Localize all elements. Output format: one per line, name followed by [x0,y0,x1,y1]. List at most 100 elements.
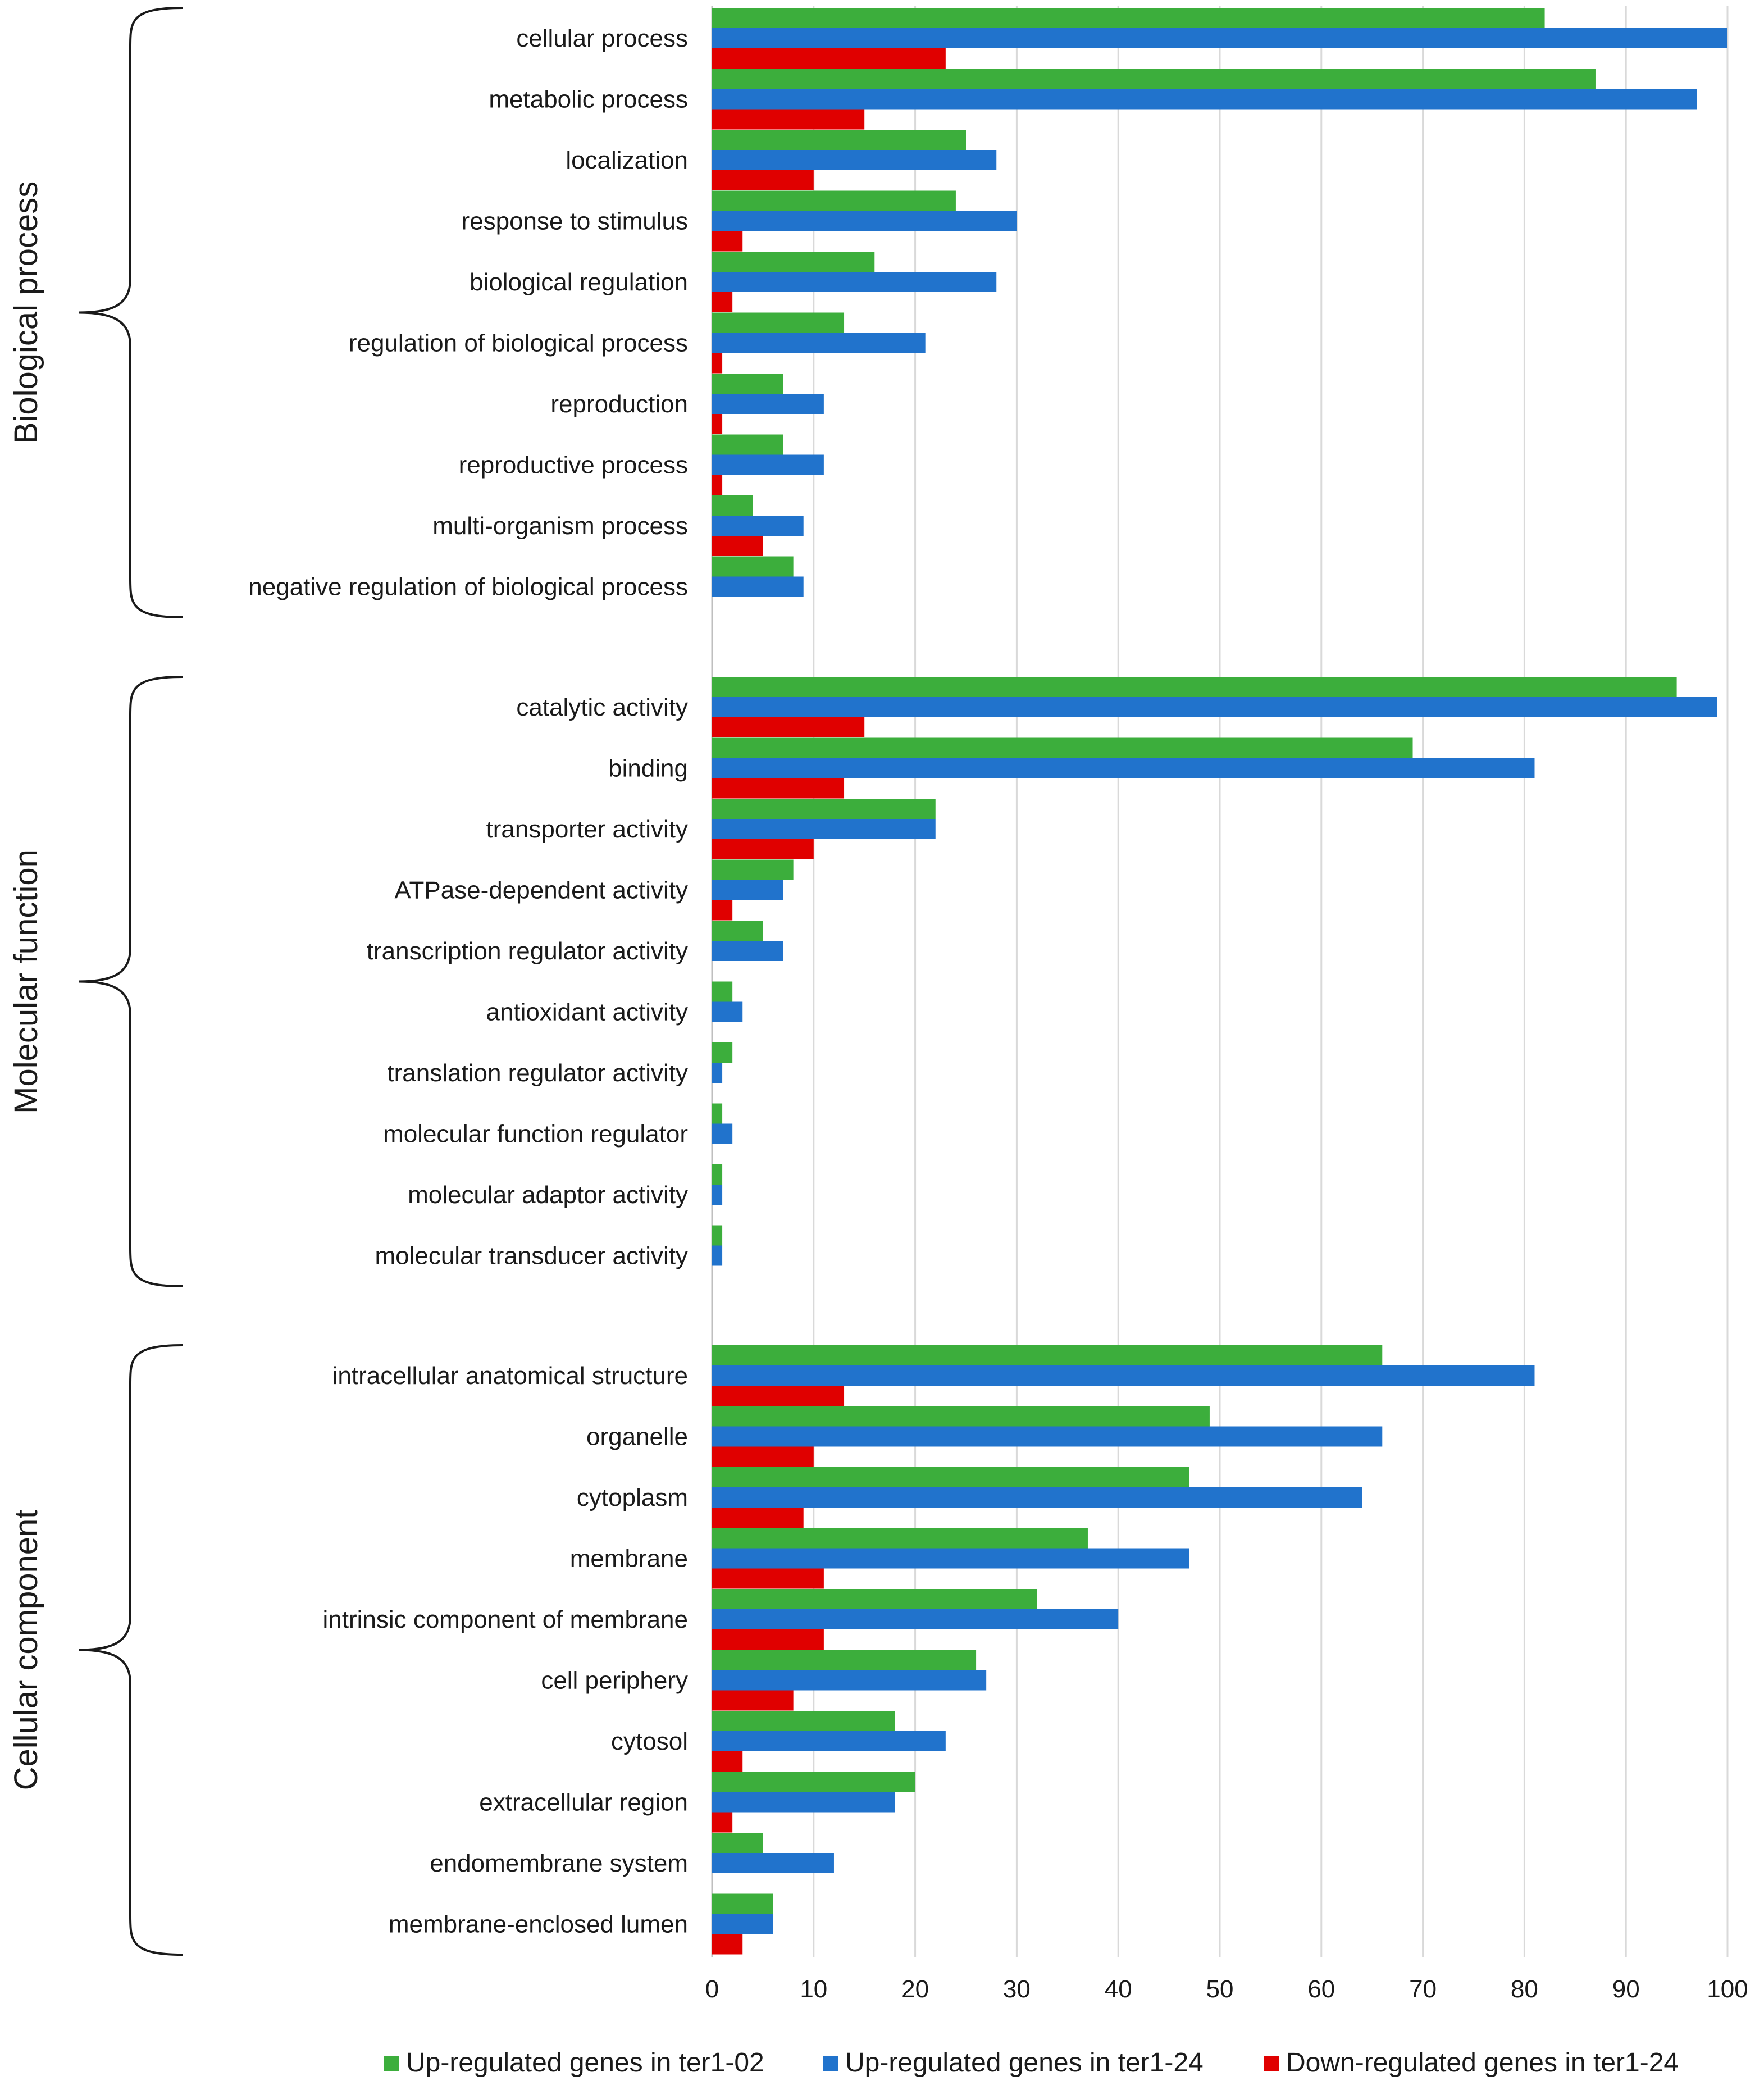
bar-2-2-s2 [712,1508,804,1528]
category-label-1-3: ATPase-dependent activity [394,877,688,904]
bar-1-9-s1 [712,1245,723,1266]
bar-2-3-s2 [712,1568,824,1589]
bar-0-1-s2 [712,109,865,130]
bar-0-8-s2 [712,536,763,556]
bar-2-4-s2 [712,1629,824,1650]
bar-0-9-s0 [712,556,794,577]
bar-2-6-s2 [712,1751,743,1772]
x-tick-label-60: 60 [1307,1975,1335,2003]
category-labels: cellular process metabolic process localiz… [248,25,688,1938]
bar-1-6-s1 [712,1063,723,1083]
bar-1-9-s0 [712,1225,723,1246]
bar-2-6-s0 [712,1711,895,1731]
category-label-0-8: multi-organism process [432,512,688,540]
bar-2-1-s2 [712,1446,814,1467]
category-label-0-1: metabolic process [489,86,688,113]
bar-0-1-s1 [712,89,1697,110]
x-tick-label-70: 70 [1409,1975,1437,2003]
bar-2-3-s1 [712,1548,1189,1569]
bar-2-8-s0 [712,1833,763,1853]
bar-1-5-s1 [712,1001,743,1022]
bar-1-4-s0 [712,921,763,941]
bar-0-5-s1 [712,333,926,353]
category-label-2-5: cell periphery [541,1667,688,1695]
bar-0-0-s1 [712,28,1727,48]
bar-1-3-s1 [712,880,783,900]
legend-label-0: Up-regulated genes in ter1-02 [406,2048,764,2078]
bar-0-4-s1 [712,272,997,292]
bar-1-2-s1 [712,819,936,839]
legend: Up-regulated genes in ter1-02 Up-regulate… [384,2048,1679,2078]
bar-0-0-s0 [712,8,1545,28]
bar-0-7-s2 [712,475,723,495]
category-label-0-6: reproduction [550,390,688,418]
bar-0-8-s0 [712,495,753,516]
category-label-1-2: transporter activity [486,816,688,843]
bar-0-7-s1 [712,454,824,475]
bar-0-2-s0 [712,130,966,150]
x-axis-ticks: 0 10 20 30 40 50 60 70 80 90 100 [705,1975,1748,2003]
category-label-0-0: cellular process [516,25,688,52]
category-label-2-0: intracellular anatomical structure [332,1362,688,1390]
bar-2-2-s1 [712,1487,1362,1508]
bar-0-9-s1 [712,576,804,597]
bar-0-2-s1 [712,150,997,170]
bar-0-3-s2 [712,231,743,252]
bar-1-8-s1 [712,1185,723,1205]
bar-1-3-s0 [712,859,794,880]
bar-0-6-s0 [712,374,783,394]
bar-0-5-s0 [712,312,845,333]
bar-1-7-s1 [712,1123,733,1144]
group-bracket-0 [78,7,183,618]
bar-2-7-s0 [712,1772,915,1792]
category-label-2-6: cytosol [611,1728,688,1755]
bar-2-7-s1 [712,1792,895,1813]
bar-2-9-s0 [712,1893,773,1914]
bar-1-0-s0 [712,677,1677,697]
bar-2-5-s2 [712,1690,794,1711]
bar-0-4-s2 [712,292,733,312]
bar-1-7-s0 [712,1103,723,1124]
category-label-1-5: antioxidant activity [486,999,688,1026]
x-tick-label-0: 0 [705,1975,719,2003]
group-brackets: Biological process Molecular function Cell… [8,7,183,1956]
bar-1-8-s0 [712,1164,723,1185]
bar-2-6-s1 [712,1731,946,1751]
x-tick-label-10: 10 [800,1975,827,2003]
bar-2-4-s1 [712,1609,1119,1629]
bar-0-3-s0 [712,190,956,211]
x-tick-label-80: 80 [1511,1975,1538,2003]
bar-0-1-s0 [712,69,1596,89]
category-label-2-9: membrane-enclosed lumen [389,1911,688,1938]
group-label-2: Cellular component [8,1510,44,1791]
category-label-1-4: transcription regulator activity [367,937,688,965]
group-bracket-2 [78,1344,183,1956]
bar-2-3-s0 [712,1528,1088,1549]
bar-1-1-s1 [712,758,1535,778]
bar-1-0-s1 [712,697,1717,717]
category-label-1-8: molecular adaptor activity [408,1181,688,1209]
category-label-0-3: response to stimulus [461,208,688,235]
bar-0-7-s0 [712,434,783,455]
category-label-0-2: localization [566,147,688,174]
category-label-0-7: reproductive process [459,452,688,479]
bar-0-8-s1 [712,516,804,536]
category-label-2-7: extracellular region [479,1789,688,1816]
legend-swatch-2 [1264,2056,1279,2071]
x-tick-label-90: 90 [1612,1975,1640,2003]
x-tick-label-30: 30 [1003,1975,1031,2003]
bar-1-6-s0 [712,1042,733,1063]
category-label-2-3: membrane [570,1545,688,1573]
legend-swatch-0 [384,2056,399,2071]
category-label-1-9: molecular transducer activity [375,1242,688,1270]
x-tick-label-40: 40 [1105,1975,1132,2003]
bar-0-4-s0 [712,252,875,272]
group-label-1: Molecular function [8,849,44,1114]
group-bracket-1 [78,676,183,1287]
legend-swatch-1 [823,2056,838,2071]
bar-2-0-s1 [712,1365,1535,1386]
bars [712,8,1727,1955]
bar-1-1-s0 [712,737,1413,758]
legend-label-2: Down-regulated genes in ter1-24 [1286,2048,1679,2078]
x-tick-label-50: 50 [1206,1975,1234,2003]
